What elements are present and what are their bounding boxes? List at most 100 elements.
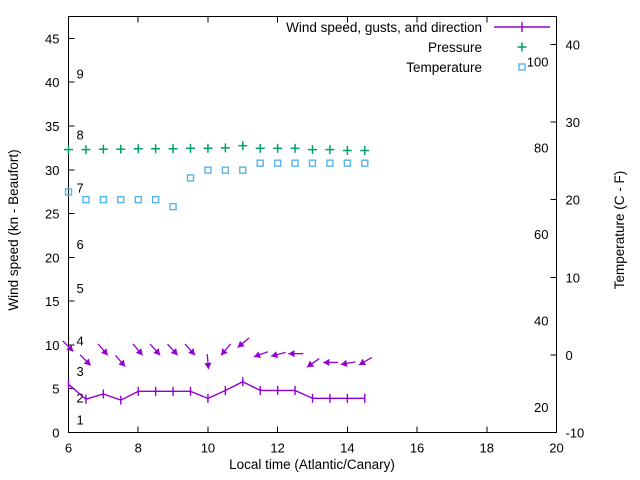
beaufort-label: 1 (77, 412, 84, 427)
beaufort-scale-labels: 1 2 3 4 5 6 7 8 9 (77, 66, 84, 427)
x-tick-label: 20 (549, 441, 563, 456)
legend-plus-icon (517, 42, 527, 52)
temperature-point (239, 166, 247, 174)
y-tick-label: 15 (45, 294, 59, 309)
wind-direction-arrow-icon (132, 343, 144, 356)
y-tick-label: 5 (52, 382, 59, 397)
fahrenheit-label: 60 (534, 227, 548, 242)
wind-direction-arrow-icon (253, 351, 269, 359)
legend-item: Temperature (406, 60, 526, 75)
temperature-point (99, 195, 108, 204)
pressure-point (308, 145, 317, 155)
temperature-point (361, 159, 369, 167)
pressure-point (133, 144, 143, 154)
beaufort-label: 8 (77, 128, 84, 143)
pressure-point (98, 144, 108, 154)
legend-label: Temperature (406, 60, 482, 75)
series-wind-speed (62, 337, 373, 405)
y-tick-label: 30 (45, 163, 59, 178)
y2-tick-label: 10 (566, 270, 580, 285)
temperature-point (204, 166, 212, 174)
x-tick-label: 8 (135, 441, 142, 456)
beaufort-label: 4 (77, 334, 84, 349)
wind-direction-arrow-icon (204, 354, 212, 370)
x-tick-label: 12 (270, 441, 284, 456)
x-tick-label: 18 (480, 441, 494, 456)
pressure-point (290, 143, 300, 153)
legend-item: Pressure (428, 40, 527, 55)
wind-direction-arrow-icon (323, 358, 339, 367)
temperature-point (117, 195, 125, 204)
wind-direction-arrow-icon (340, 359, 356, 367)
pressure-point (81, 145, 91, 155)
legend-square-icon (518, 63, 526, 71)
y2-tick-label: 0 (566, 348, 573, 363)
pressure-point (360, 145, 370, 155)
beaufort-label: 2 (77, 390, 84, 405)
y-tick-label: 45 (45, 31, 59, 46)
fahrenheit-label: 20 (534, 400, 548, 415)
beaufort-label: 7 (77, 180, 84, 195)
pressure-point (203, 143, 213, 153)
y2-tick-label: 20 (566, 193, 580, 208)
pressure-point (168, 144, 178, 154)
y-tick-label: 35 (45, 119, 59, 134)
beaufort-label: 5 (77, 281, 84, 296)
y2-axis-title: Temperature (C - F) (612, 171, 627, 290)
temperature-point (343, 159, 352, 167)
legend-label: Pressure (428, 40, 482, 55)
temperature-point (151, 195, 160, 204)
temperature-point (326, 159, 334, 167)
pressure-point (238, 141, 248, 151)
y2-tick-label: -10 (566, 426, 585, 441)
pressure-point (151, 144, 161, 154)
temperature-point (64, 188, 73, 196)
wind-direction-arrow-icon (149, 343, 161, 356)
x-tick-label: 6 (65, 441, 72, 456)
series-pressure (64, 141, 370, 155)
pressure-point (220, 143, 230, 153)
y-tick-label: 40 (45, 75, 59, 90)
y2-tick-label: 40 (566, 37, 580, 52)
temperature-point (169, 202, 177, 211)
temperature-point (256, 159, 264, 167)
wind-direction-arrow-icon (288, 350, 304, 358)
wind-direction-arrow-icon (358, 356, 373, 366)
x-tick-label: 14 (340, 441, 354, 456)
temperature-point (273, 159, 282, 167)
pressure-point (186, 143, 195, 153)
y-tick-label: 25 (45, 207, 59, 222)
legend-label: Wind speed, gusts, and direction (286, 20, 482, 35)
wind-direction-arrow-icon (237, 337, 250, 349)
wind-direction-arrow-icon (306, 358, 320, 368)
legend-item: Wind speed, gusts, and direction (286, 20, 550, 35)
y-axis-right: -10 0 10 20 30 40 (550, 37, 585, 441)
wind-direction-arrow-icon (62, 340, 74, 352)
x-tick-label: 10 (201, 441, 215, 456)
wind-direction-arrow-icon (167, 343, 179, 356)
y2-tick-label: 30 (566, 115, 580, 130)
wind-direction-arrow-icon (79, 354, 92, 366)
wind-speed-line (68, 380, 365, 401)
fahrenheit-label: 80 (534, 141, 548, 156)
x-axis: 6 8 10 12 14 16 18 20 (65, 16, 564, 456)
temperature-point (82, 195, 90, 204)
wind-direction-arrow-icon (97, 343, 109, 356)
plot-border (68, 16, 557, 433)
beaufort-label: 6 (77, 237, 84, 252)
fahrenheit-label: 100 (527, 55, 549, 70)
wind-direction-arrow-icon (184, 343, 196, 356)
wind-direction-arrow-icon (270, 351, 286, 359)
y-axis-left: 0 5 10 15 20 25 30 35 40 45 (45, 31, 75, 441)
series-temperature (64, 159, 369, 211)
temperature-point (134, 195, 142, 204)
temperature-point (291, 159, 299, 167)
y-axis-title: Wind speed (kn - Beaufort) (6, 149, 21, 310)
pressure-point (342, 145, 352, 155)
y-tick-label: 0 (52, 426, 59, 441)
y-tick-label: 20 (45, 250, 59, 265)
plot-frame (68, 16, 557, 433)
